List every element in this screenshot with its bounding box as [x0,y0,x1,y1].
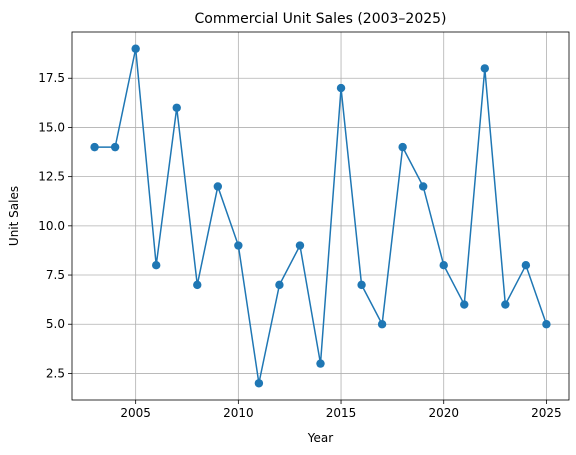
x-tick-label: 2020 [428,406,459,420]
y-tick-label: 2.5 [46,366,65,380]
chart-title: Commercial Unit Sales (2003–2025) [194,11,446,27]
data-point [152,260,161,270]
y-tick-label: 10.0 [38,219,65,233]
data-point [501,300,510,309]
data-point [193,280,202,290]
data-point [439,260,448,270]
y-axis-label: Unit Sales [7,186,21,246]
data-point [377,320,387,329]
x-tick-label: 2025 [531,406,562,420]
data-point [275,280,284,290]
x-tick-label: 2015 [326,406,357,420]
data-point [418,182,428,191]
y-tick-label: 15.0 [38,120,65,134]
data-point [295,241,305,250]
data-point [172,103,181,112]
y-tick-label: 12.5 [38,170,65,184]
data-point [131,44,140,53]
data-point [316,359,325,368]
series-layer [90,44,551,388]
x-axis-label: Year [307,431,333,445]
data-point [542,320,551,329]
data-point [90,142,99,152]
data-point [357,280,366,290]
x-tick-label: 2005 [120,406,151,420]
data-point [521,260,531,270]
y-tick-label: 7.5 [46,268,65,282]
plot-frame [71,31,570,401]
y-tick-label: 17.5 [38,71,65,85]
y-tick-label: 5.0 [46,317,65,331]
y-axis-ticks: 2.5 5.0 7.5 10.0 12.5 15.0 17.5 [38,71,72,380]
data-point [398,142,407,152]
data-point [213,182,223,191]
data-point [110,142,120,152]
data-point [234,241,243,250]
x-axis-ticks: 2005 2010 2015 2020 2025 [120,400,562,420]
data-point [254,379,264,388]
x-tick-label: 2010 [223,406,254,420]
data-point [480,64,489,73]
data-point [460,300,469,309]
data-point [336,83,346,93]
